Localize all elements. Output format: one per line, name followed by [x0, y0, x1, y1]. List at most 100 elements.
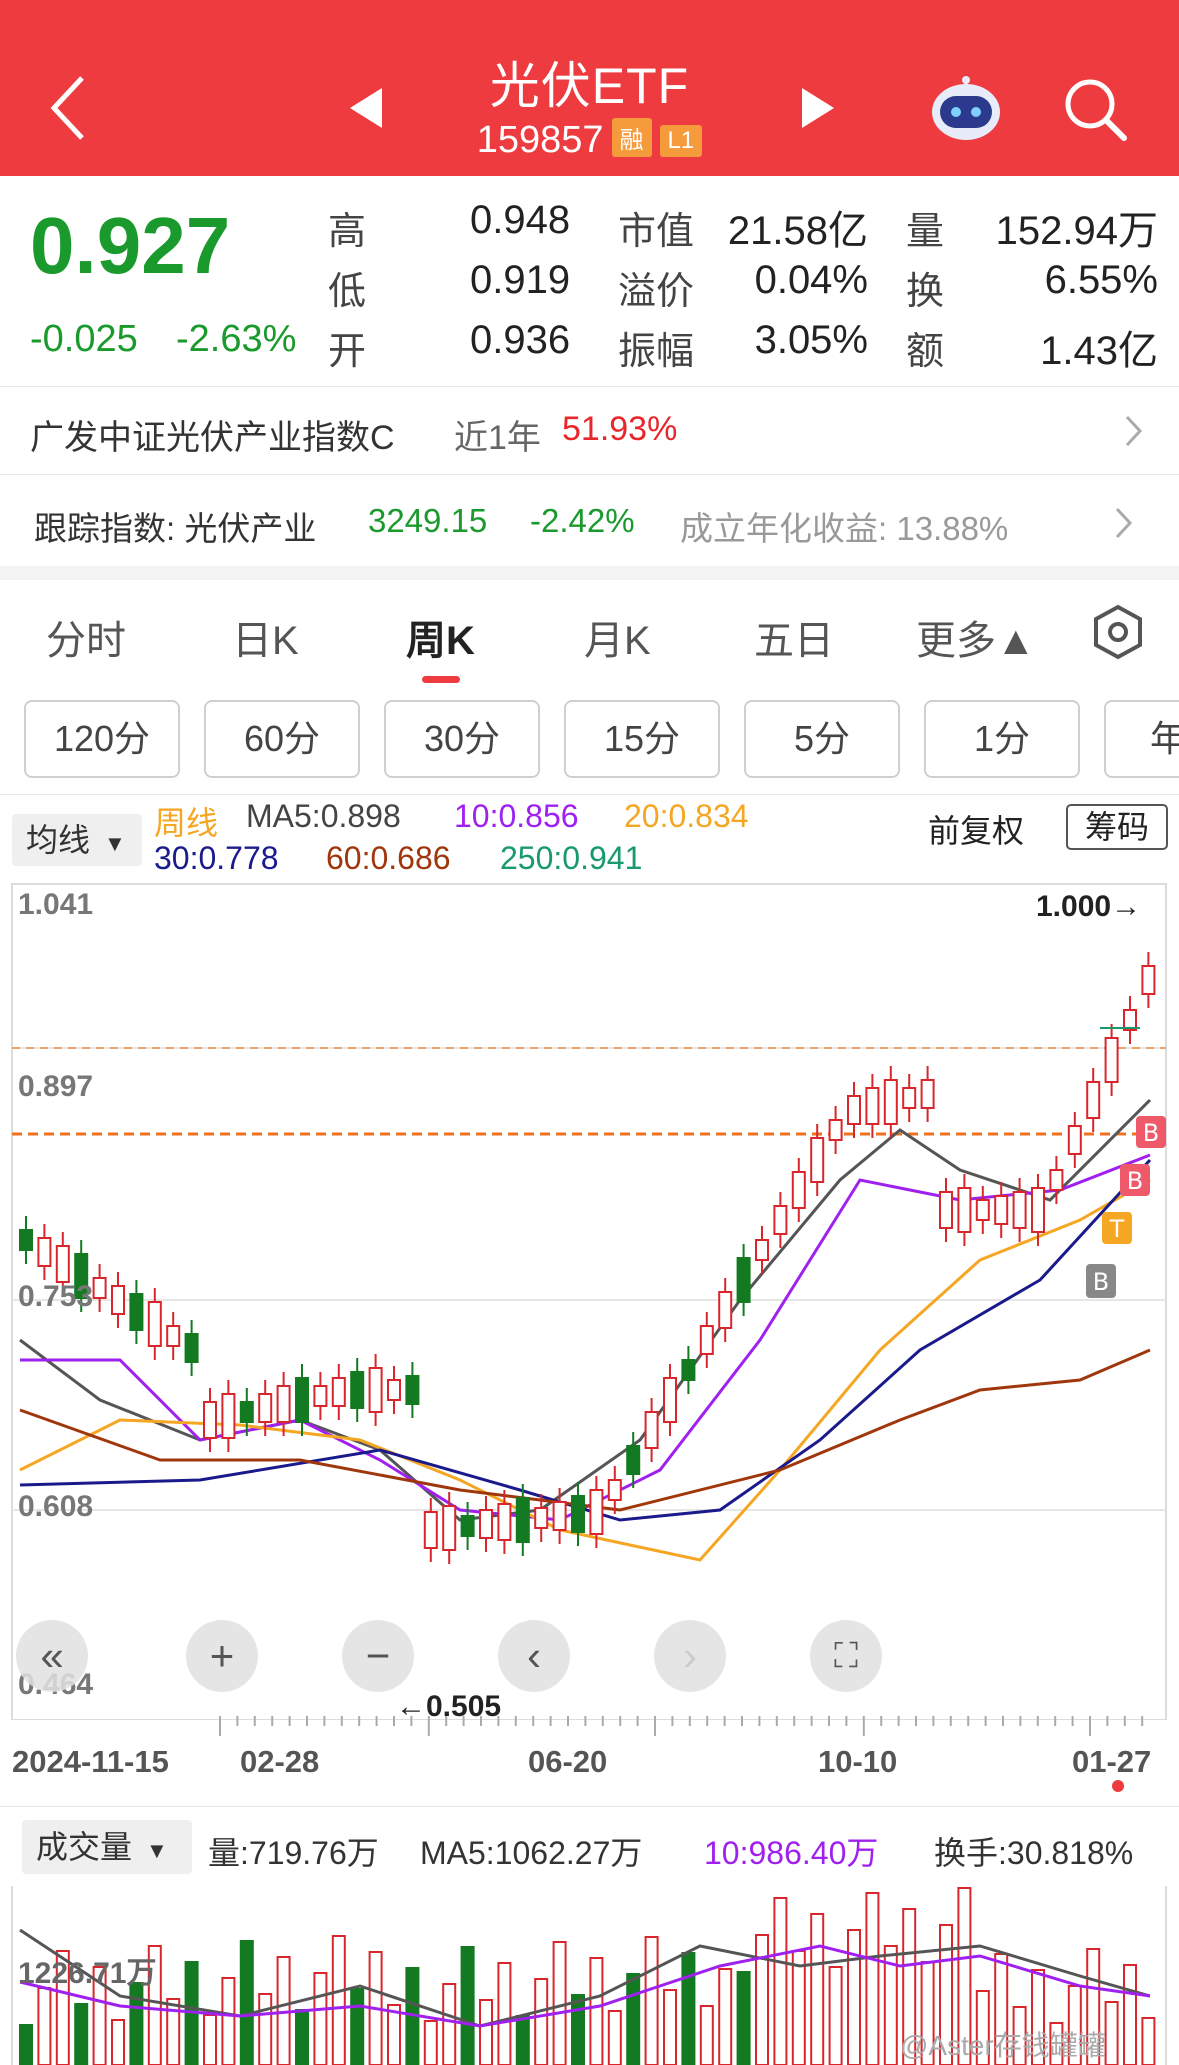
candle-body — [699, 1325, 714, 1355]
fund-index-row[interactable]: 广发中证光伏产业指数C 近1年 51.93% — [0, 388, 1179, 474]
header-bar: 光伏ETF 159857 融 L1 — [0, 0, 1179, 176]
volume-ma5-line — [19, 1928, 1151, 2028]
year-return-label: 近1年 — [454, 419, 541, 457]
amplitude-label: 振幅 — [618, 331, 695, 373]
candle-body — [479, 1509, 493, 1539]
volume-bar — [626, 1973, 641, 2065]
tab-intraday[interactable]: 分时 — [46, 619, 126, 663]
moving-average-lines — [19, 1098, 1152, 1562]
volume-value: 152.94万 — [995, 209, 1158, 253]
candle-body — [92, 1277, 107, 1299]
chevron-right-icon — [1125, 415, 1143, 447]
volume-ma5: MA5:1062.27万 — [420, 1835, 643, 1871]
candle-body — [828, 1119, 843, 1141]
ma20-line — [19, 1178, 1151, 1562]
candle-body — [295, 1377, 309, 1423]
tracking-index-row[interactable]: 跟踪指数: 光伏产业 3249.15 -2.42% 成立年化收益: 13.88% — [0, 476, 1179, 566]
volume-bar — [147, 1945, 162, 2065]
volume-value: 量:719.76万 — [208, 1835, 379, 1871]
volume-label: 量 — [906, 211, 945, 253]
premium-label: 溢价 — [618, 271, 695, 313]
candle-body — [221, 1393, 236, 1439]
fullscreen-icon[interactable]: ⛶ — [810, 1620, 882, 1692]
period-60min[interactable]: 60分 — [204, 700, 360, 778]
volume-selector[interactable]: 成交量 ▼ — [22, 1820, 192, 1874]
volume-bar — [681, 1952, 696, 2065]
dropdown-caret-icon: ▼ — [104, 831, 126, 856]
candle-body — [534, 1507, 549, 1529]
candle-body — [975, 1199, 990, 1221]
low-value: 0.919 — [470, 258, 571, 302]
stock-code: 159857 — [476, 119, 604, 161]
back-icon[interactable] — [48, 74, 88, 142]
period-5min[interactable]: 5分 — [744, 700, 900, 778]
volume-bar — [773, 1897, 788, 2065]
mktcap-value: 21.58亿 — [727, 209, 868, 253]
volume-bar — [957, 1887, 972, 2065]
section-gap — [0, 566, 1179, 580]
forward-adjust-toggle[interactable]: 前复权 — [928, 813, 1025, 849]
ma5-value: MA5:0.898 — [246, 798, 401, 834]
x-axis-date: 02-28 — [240, 1744, 320, 1779]
high-label: 高 — [328, 211, 367, 253]
period-low-marker: ←0.505 — [396, 1690, 502, 1723]
tracking-index-label: 跟踪指数: 光伏产业 — [34, 510, 317, 547]
candle-body — [626, 1445, 641, 1475]
tab-five-day[interactable]: 五日 — [754, 619, 834, 663]
zoom-out-icon[interactable]: − — [342, 1620, 414, 1692]
candle-body — [166, 1325, 181, 1347]
volume-bar — [313, 1972, 328, 2065]
amount-value: 1.43亿 — [1040, 329, 1158, 373]
ma60-line — [19, 1348, 1151, 1512]
period-120min[interactable]: 120分 — [24, 700, 180, 778]
next-stock-icon[interactable] — [800, 86, 836, 130]
candle-body — [883, 1079, 898, 1125]
scroll-left-icon[interactable]: ‹ — [498, 1620, 570, 1692]
volume-selector-label: 成交量 — [36, 1829, 133, 1865]
settings-hexagon-icon[interactable] — [1090, 604, 1146, 660]
period-year[interactable]: 年 — [1104, 700, 1179, 778]
ma20-value: 20:0.834 — [624, 798, 749, 834]
scroll-to-start-icon[interactable]: « — [16, 1620, 88, 1692]
candle-body — [755, 1239, 769, 1261]
buy-signal-badge — [1136, 1116, 1166, 1148]
ma-selector[interactable]: 均线 ▼ — [12, 814, 142, 866]
candle-body — [313, 1385, 328, 1407]
chip-distribution-button[interactable]: 筹码 — [1066, 804, 1168, 850]
volume-bar — [699, 2005, 714, 2065]
candle-body — [55, 1245, 70, 1283]
scroll-right-icon[interactable]: › — [654, 1620, 726, 1692]
period-1min[interactable]: 1分 — [924, 700, 1080, 778]
candle-body — [387, 1379, 401, 1401]
candle-body — [515, 1497, 530, 1543]
open-value: 0.936 — [470, 318, 571, 362]
volume-turnover: 换手:30.818% — [934, 1835, 1134, 1871]
buy-signal-badge — [1086, 1264, 1116, 1298]
volume-bar — [497, 1962, 512, 2065]
prev-stock-icon[interactable] — [348, 86, 384, 130]
tab-daily-k[interactable]: 日K — [232, 619, 299, 663]
volume-bar — [55, 1950, 70, 2065]
volume-scale-label: 1226.71万 — [18, 1957, 157, 1990]
volume-bar — [515, 2015, 530, 2065]
robot-assistant-icon[interactable] — [928, 74, 1004, 144]
period-15min[interactable]: 15分 — [564, 700, 720, 778]
volume-bar — [1012, 2006, 1027, 2065]
candle-body — [810, 1137, 825, 1183]
ma10-value: 10:0.856 — [454, 798, 579, 834]
buy-signal-text: B — [1127, 1167, 1143, 1195]
candle-body — [203, 1401, 217, 1439]
zoom-in-icon[interactable]: + — [186, 1620, 258, 1692]
last-price: 0.927 — [30, 201, 231, 290]
volume-bar — [442, 1983, 457, 2065]
candle-body — [847, 1095, 861, 1125]
tab-weekly-k[interactable]: 周K — [406, 619, 475, 663]
weekly-kline-chart[interactable]: B T B B — [0, 880, 1179, 1720]
tab-monthly-k[interactable]: 月K — [584, 619, 651, 663]
volume-bar — [221, 1977, 236, 2065]
low-label: 低 — [328, 271, 367, 313]
tab-more[interactable]: 更多▲ — [916, 619, 1036, 663]
candle-body — [865, 1087, 880, 1125]
search-icon[interactable] — [1062, 76, 1128, 142]
period-30min[interactable]: 30分 — [384, 700, 540, 778]
